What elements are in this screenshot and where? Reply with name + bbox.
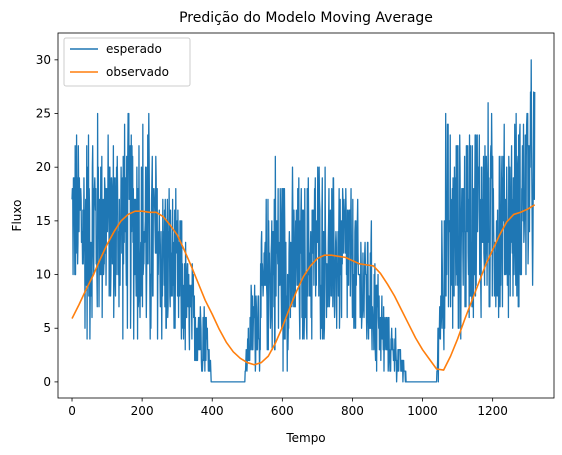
legend-label-observado: observado [106, 65, 169, 79]
x-tick-label: 600 [271, 404, 294, 418]
y-axis-label: Fluxo [10, 200, 24, 232]
plot-frame [57, 32, 555, 399]
legend: esperado observado [63, 37, 191, 87]
y-tick-label: 5 [43, 321, 51, 335]
chart-title: Predição do Modelo Moving Average [179, 10, 433, 26]
y-tick-label: 25 [36, 107, 51, 121]
x-tick-label: 400 [201, 404, 224, 418]
x-axis-label: Tempo [285, 431, 325, 445]
x-tick-label: 200 [131, 404, 154, 418]
x-tick-label: 1200 [477, 404, 508, 418]
y-tick-label: 20 [36, 160, 51, 174]
y-tick-label: 15 [36, 214, 51, 228]
y-tick-label: 10 [36, 268, 51, 282]
y-axis: 0 5 10 15 20 25 30 [36, 53, 58, 389]
x-tick-label: 1000 [407, 404, 438, 418]
legend-box [63, 37, 191, 87]
y-tick-label: 30 [36, 53, 51, 67]
legend-label-esperado: esperado [106, 42, 162, 56]
x-tick-label: 800 [341, 404, 364, 418]
plot-area [71, 59, 536, 383]
series-observado-line [71, 204, 536, 371]
series-esperado-line [71, 59, 536, 383]
y-tick-label: 0 [43, 375, 51, 389]
x-tick-label: 0 [68, 404, 76, 418]
x-axis: 0 200 400 600 800 1000 1200 [68, 398, 508, 418]
